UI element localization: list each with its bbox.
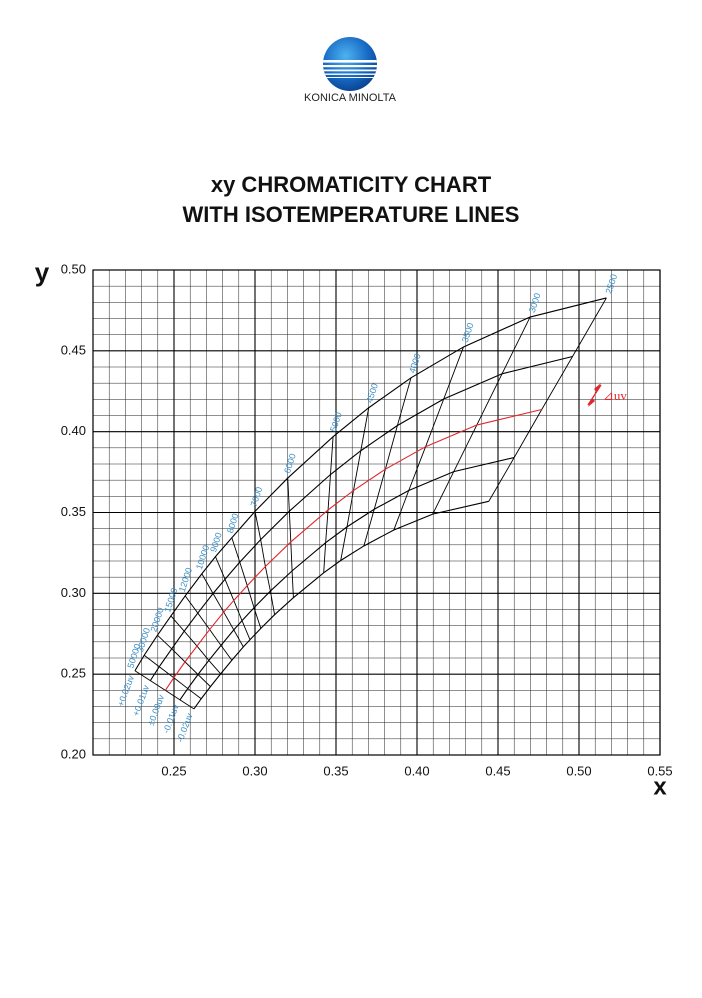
logo-text: KONICA MINOLTA <box>304 92 397 104</box>
y-axis-label: y <box>35 257 50 287</box>
uv-curve <box>164 408 542 691</box>
isotemperature-line <box>340 407 370 561</box>
x-axis-label: x <box>653 773 667 800</box>
temperature-label: 2500 <box>604 273 620 295</box>
uv-curve <box>134 297 607 672</box>
uv-curve <box>179 456 515 701</box>
y-tick-label: 0.20 <box>61 746 86 761</box>
chart-title: WITH ISOTEMPERATURE LINES <box>183 202 520 227</box>
logo-stripes <box>323 60 377 78</box>
uv-label: +0.01uv <box>131 683 152 717</box>
x-tick-label: 0.50 <box>566 763 591 778</box>
uv-label: ±0.00uv <box>146 693 166 727</box>
x-tick-label: 0.45 <box>485 763 510 778</box>
y-tick-label: 0.40 <box>61 423 86 438</box>
temperature-label: 20000 <box>149 606 166 633</box>
isotemperature-line <box>323 436 334 573</box>
isotemperature-line <box>157 634 211 687</box>
logo-globe <box>323 37 377 91</box>
delta-uv-arrow <box>587 383 602 407</box>
y-tick-label: 0.50 <box>61 261 86 276</box>
isotemperature-line <box>393 346 464 531</box>
temperature-label: 4000 <box>407 352 423 374</box>
temperature-label: 10000 <box>194 544 211 571</box>
uv-curve <box>193 500 489 710</box>
x-tick-label: 0.30 <box>242 763 267 778</box>
x-tick-label: 0.55 <box>647 763 672 778</box>
y-tick-label: 0.25 <box>61 666 86 681</box>
isotemperature-line <box>287 478 294 598</box>
temperature-label: 12000 <box>177 566 194 593</box>
isotemperature-line <box>231 537 262 629</box>
y-tick-label: 0.30 <box>61 585 86 600</box>
x-tick-label: 0.25 <box>161 763 186 778</box>
plot-frame <box>92 269 661 756</box>
logo: KONICA MINOLTA <box>304 37 397 104</box>
temperature-label: 3000 <box>527 292 543 314</box>
temperature-label: 3500 <box>460 321 476 343</box>
plot: +0.02uv+0.01uv±0.00uv-0.01uv-0.02uv25003… <box>116 273 620 744</box>
grid <box>93 269 661 756</box>
chart-title: xy CHROMATICITY CHART <box>211 172 492 197</box>
isotemperature-line <box>488 297 607 502</box>
uv-label: +0.02uv <box>116 674 137 708</box>
uv-curve <box>149 355 573 681</box>
annotation: ⊿uv <box>603 388 627 403</box>
y-tick-label: 0.45 <box>61 342 86 357</box>
y-tick-label: 0.35 <box>61 504 86 519</box>
x-tick-label: 0.40 <box>404 763 429 778</box>
isotemperature-line <box>184 595 233 661</box>
x-tick-label: 0.35 <box>323 763 348 778</box>
isotemperature-line <box>254 511 276 615</box>
temperature-label: 50000 <box>125 643 142 670</box>
